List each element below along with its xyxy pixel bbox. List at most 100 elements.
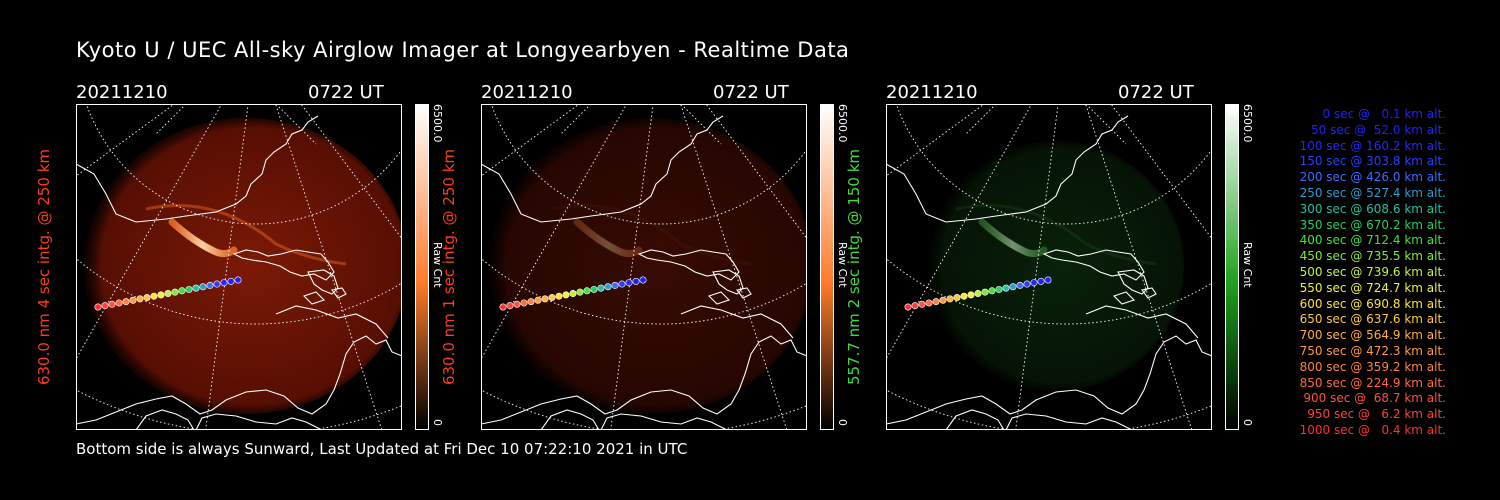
- trajectory-point: [604, 283, 612, 291]
- legend-row: 300 sec @ 608.6 km alt.: [1299, 201, 1446, 216]
- image-panel-1: 20211210 0722 UT 630.0 nm 4 sec intg. @ …: [35, 80, 476, 440]
- legend-row: 350 sec @ 670.2 km alt.: [1299, 217, 1446, 232]
- sky-disk: [489, 118, 807, 414]
- trajectory-point: [569, 290, 577, 298]
- allsky-image: [76, 104, 402, 430]
- panel-date: 20211210: [886, 82, 978, 103]
- trajectory-point: [632, 277, 640, 285]
- aurora-band: [955, 204, 1157, 266]
- trajectory-point: [960, 292, 968, 300]
- trajectory-point: [199, 283, 207, 291]
- trajectory-point: [164, 290, 172, 298]
- trajectory-point: [1002, 284, 1010, 292]
- trajectory-point: [995, 285, 1003, 293]
- allsky-image: [481, 104, 807, 430]
- trajectory-point: [904, 303, 912, 311]
- legend-row: 0 sec @ 0.1 km alt.: [1322, 107, 1447, 121]
- panel-date: 20211210: [76, 82, 168, 103]
- trajectory-point: [506, 302, 514, 310]
- legend-row: 200 sec @ 426.0 km alt.: [1299, 170, 1446, 185]
- trajectory-point: [911, 302, 919, 310]
- legend-row: 700 sec @ 564.9 km alt.: [1299, 328, 1446, 343]
- trajectory-legend: 0 sec @ 0.1 km alt. 50 sec @ 52.0 km alt.…: [1260, 107, 1446, 439]
- legend-row: 950 sec @ 6.2 km alt.: [1307, 407, 1446, 422]
- trajectory-point: [590, 285, 598, 293]
- trajectory-point: [981, 288, 989, 296]
- colorbar-unit-label: Raw Cnt: [1241, 242, 1254, 288]
- legend-row: 400 sec @ 712.4 km alt.: [1299, 233, 1446, 248]
- trajectory-point: [932, 298, 940, 306]
- trajectory-point: [178, 287, 186, 295]
- trajectory-point: [988, 287, 996, 295]
- panel-time: 0722 UT: [308, 82, 384, 103]
- trajectory-point: [1023, 280, 1031, 288]
- trajectory-point: [101, 302, 109, 310]
- trajectory-point: [541, 295, 549, 303]
- trajectory-point: [618, 280, 626, 288]
- aurora-band: [145, 204, 347, 266]
- legend-row: 50 sec @ 52.0 km alt.: [1311, 122, 1446, 137]
- image-panel-3: 20211210 0722 UT 557.7 nm 2 sec intg. @ …: [845, 80, 1286, 440]
- trajectory-point: [94, 303, 102, 311]
- sky-disk: [928, 141, 1184, 391]
- trajectory-point: [534, 296, 542, 304]
- trajectory-point: [136, 295, 144, 303]
- sky-disk: [84, 118, 402, 414]
- trajectory-point: [611, 281, 619, 289]
- trajectory-point: [115, 299, 123, 307]
- trajectory-point: [220, 279, 228, 287]
- trajectory-point: [213, 280, 221, 288]
- colorbar: [415, 104, 429, 430]
- footer-note: Bottom side is always Sunward, Last Upda…: [76, 440, 688, 458]
- trajectory-point: [143, 294, 151, 302]
- trajectory-point: [520, 299, 528, 307]
- trajectory-point: [206, 281, 214, 289]
- legend-row: 550 sec @ 724.7 km alt.: [1299, 280, 1446, 295]
- trajectory-point: [918, 300, 926, 308]
- trajectory-point: [974, 290, 982, 298]
- trajectory-point: [192, 284, 200, 292]
- trajectory-point: [548, 294, 556, 302]
- legend-row: 150 sec @ 303.8 km alt.: [1299, 154, 1446, 169]
- trajectory-point: [185, 285, 193, 293]
- trajectory-point: [234, 276, 242, 284]
- legend-row: 850 sec @ 224.9 km alt.: [1299, 375, 1446, 390]
- panel-time: 0722 UT: [713, 82, 789, 103]
- trajectory-point: [157, 291, 165, 299]
- legend-row: 100 sec @ 160.2 km alt.: [1299, 138, 1446, 153]
- panel-time: 0722 UT: [1118, 82, 1194, 103]
- panel-wavelength-label: 557.7 nm 2 sec intg. @ 150 km: [845, 148, 863, 386]
- aurora-arc: [168, 218, 238, 258]
- trajectory-point: [227, 277, 235, 285]
- aurora-arc: [573, 218, 643, 258]
- trajectory-point: [925, 299, 933, 307]
- panel-wavelength-label: 630.0 nm 4 sec intg. @ 250 km: [35, 148, 53, 386]
- trajectory-point: [108, 300, 116, 308]
- page-title: Kyoto U / UEC All-sky Airglow Imager at …: [76, 38, 850, 62]
- trajectory-point: [639, 276, 647, 284]
- trajectory-point: [583, 287, 591, 295]
- trajectory-point: [562, 291, 570, 299]
- trajectory-point: [625, 279, 633, 287]
- trajectory-point: [171, 288, 179, 296]
- aurora-band: [550, 204, 752, 266]
- panel-date: 20211210: [481, 82, 573, 103]
- colorbar: [820, 104, 834, 430]
- trajectory-point: [555, 292, 563, 300]
- colorbar-max-label: 6500.0: [1241, 104, 1254, 143]
- trajectory-point: [939, 296, 947, 304]
- legend-row: 250 sec @ 527.4 km alt.: [1299, 185, 1446, 200]
- trajectory-point: [597, 284, 605, 292]
- legend-row: 900 sec @ 68.7 km alt.: [1303, 391, 1446, 406]
- legend-row: 1000 sec @ 0.4 km alt.: [1299, 422, 1446, 437]
- colorbar: [1225, 104, 1239, 430]
- aurora-arc: [978, 218, 1048, 258]
- trajectory-point: [499, 303, 507, 311]
- trajectory-point: [122, 298, 130, 306]
- trajectory-point: [1037, 277, 1045, 285]
- trajectory-point: [1009, 283, 1017, 291]
- legend-row: 750 sec @ 472.3 km alt.: [1299, 343, 1446, 358]
- trajectory-point: [1044, 276, 1052, 284]
- trajectory-point: [129, 296, 137, 304]
- trajectory-point: [527, 298, 535, 306]
